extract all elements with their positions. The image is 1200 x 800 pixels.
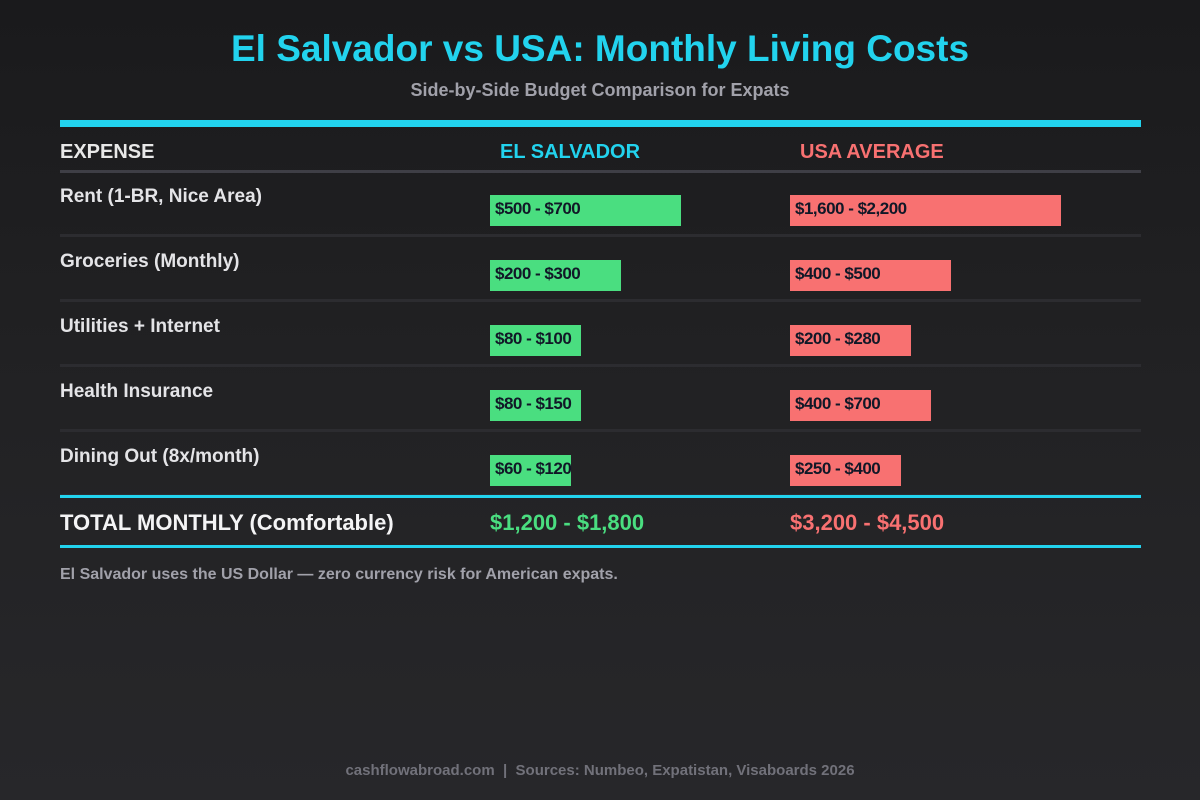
total-top-divider [60, 495, 1141, 498]
usa-value: $400 - $500 [795, 264, 881, 283]
table-row: Rent (1-BR, Nice Area) $500 - $700 $1,60… [60, 172, 1141, 237]
total-el-salvador: $1,200 - $1,800 [490, 510, 645, 535]
el-salvador-value: $200 - $300 [495, 264, 581, 283]
table-row: Dining Out (8x/month) $60 - $120 $250 - … [60, 432, 1141, 497]
usa-value: $1,600 - $2,200 [795, 199, 907, 218]
usa-bar: $1,600 - $2,200 [790, 195, 1061, 226]
header-divider [60, 170, 1141, 173]
total-label: TOTAL MONTHLY (Comfortable) [60, 510, 394, 535]
el-salvador-bar: $80 - $100 [490, 325, 581, 356]
total-bottom-divider [60, 545, 1141, 548]
expense-label: Utilities + Internet [60, 316, 220, 337]
el-salvador-bar: $200 - $300 [490, 260, 622, 291]
total-usa: $3,200 - $4,500 [790, 510, 945, 535]
chart-subtitle: Side-by-Side Budget Comparison for Expat… [410, 80, 790, 100]
usa-value: $200 - $280 [795, 329, 881, 348]
usa-value: $250 - $400 [795, 459, 881, 478]
header-el-salvador: EL SALVADOR [500, 141, 641, 163]
chart-title: El Salvador vs USA: Monthly Living Costs [230, 28, 970, 69]
el-salvador-value: $500 - $700 [495, 199, 581, 218]
el-salvador-value: $80 - $150 [495, 394, 572, 413]
table-row: Utilities + Internet $80 - $100 $200 - $… [60, 302, 1141, 367]
el-salvador-value: $60 - $120 [495, 459, 572, 478]
usa-bar: $400 - $700 [790, 390, 931, 421]
expense-label: Rent (1-BR, Nice Area) [60, 186, 263, 207]
el-salvador-bar: $80 - $150 [490, 390, 581, 421]
header-expense: EXPENSE [60, 141, 155, 163]
table-row: Health Insurance $80 - $150 $400 - $700 [60, 367, 1141, 432]
el-salvador-bar: $500 - $700 [490, 195, 682, 226]
usa-bar: $400 - $500 [790, 260, 952, 291]
el-salvador-bar: $60 - $120 [490, 455, 572, 486]
table-row: Groceries (Monthly) $200 - $300 $400 - $… [60, 237, 1141, 302]
footer-sources: cashflowabroad.com | Sources: Numbeo, Ex… [345, 762, 855, 779]
usa-value: $400 - $700 [795, 394, 881, 413]
header-usa: USA AVERAGE [800, 141, 944, 163]
usa-bar: $200 - $280 [790, 325, 911, 356]
accent-divider [60, 120, 1141, 127]
expense-label: Health Insurance [60, 381, 214, 402]
el-salvador-value: $80 - $100 [495, 329, 572, 348]
usa-bar: $250 - $400 [790, 455, 901, 486]
expense-label: Dining Out (8x/month) [60, 446, 260, 467]
expense-label: Groceries (Monthly) [60, 251, 240, 272]
currency-note: El Salvador uses the US Dollar — zero cu… [60, 566, 618, 583]
